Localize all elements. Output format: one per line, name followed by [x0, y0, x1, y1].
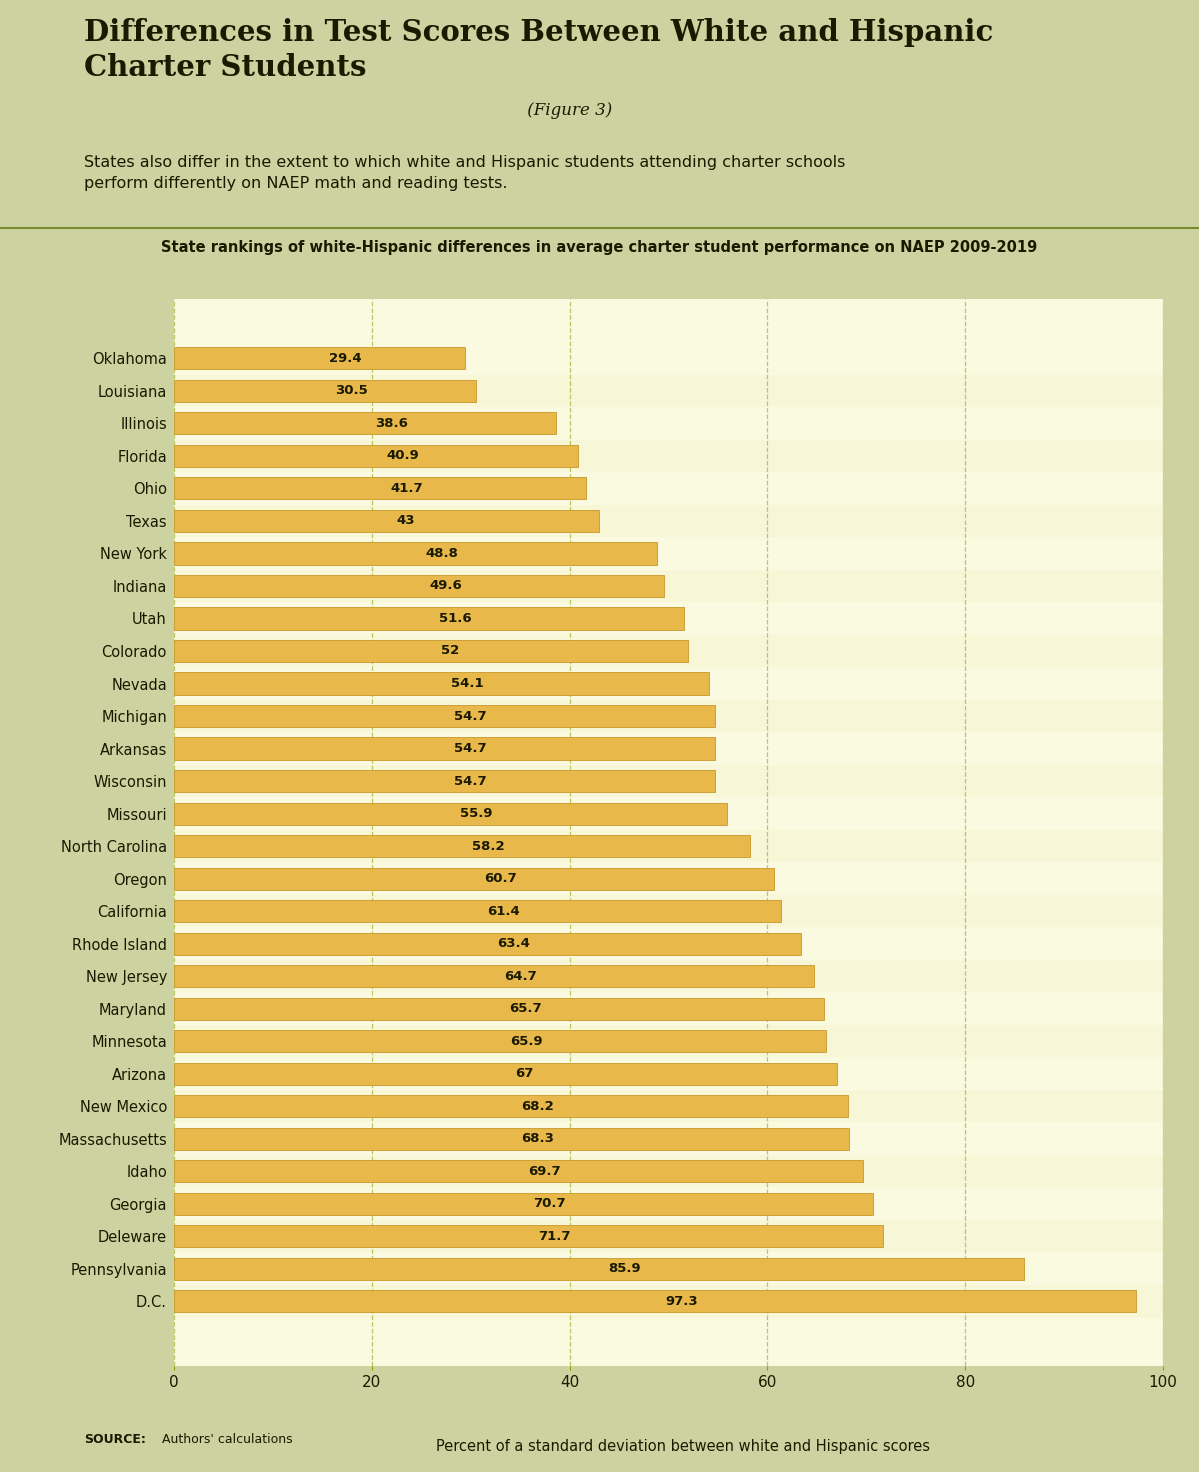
Text: 30.5: 30.5	[335, 384, 367, 397]
Bar	[174, 1289, 1137, 1313]
Bar	[174, 412, 555, 434]
Bar	[174, 673, 709, 695]
Bar	[174, 966, 814, 988]
Bar	[174, 1257, 1024, 1279]
Text: 54.7: 54.7	[454, 742, 487, 755]
Text: 63.4: 63.4	[498, 938, 530, 949]
Text: 41.7: 41.7	[390, 481, 422, 495]
Bar	[174, 440, 1163, 473]
Bar	[174, 634, 1163, 667]
Bar	[174, 899, 782, 921]
Bar	[174, 933, 801, 955]
Bar	[174, 640, 688, 662]
Bar	[174, 1225, 884, 1247]
Bar	[174, 895, 1163, 927]
Bar	[174, 445, 578, 467]
Bar	[174, 802, 727, 824]
Bar	[174, 835, 749, 857]
Text: 29.4: 29.4	[330, 352, 362, 365]
Bar	[174, 1220, 1163, 1253]
Bar	[174, 347, 465, 369]
Text: 97.3: 97.3	[665, 1295, 698, 1307]
Text: 85.9: 85.9	[609, 1262, 641, 1275]
Text: 70.7: 70.7	[534, 1197, 566, 1210]
Text: 60.7: 60.7	[484, 871, 517, 885]
Bar	[174, 699, 1163, 732]
Text: 71.7: 71.7	[538, 1229, 571, 1242]
Text: 69.7: 69.7	[529, 1164, 561, 1178]
Text: 58.2: 58.2	[471, 839, 505, 852]
Bar	[174, 830, 1163, 863]
Text: State rankings of white-Hispanic differences in average charter student performa: State rankings of white-Hispanic differe…	[162, 240, 1037, 255]
Bar	[174, 380, 476, 402]
Bar	[174, 505, 1163, 537]
Bar	[174, 1192, 873, 1214]
Text: Percent of a standard deviation between white and Hispanic scores: Percent of a standard deviation between …	[436, 1440, 930, 1454]
Bar	[174, 1095, 849, 1117]
Text: 40.9: 40.9	[386, 449, 418, 462]
Bar	[174, 509, 600, 531]
Text: 68.2: 68.2	[522, 1100, 554, 1113]
Text: 64.7: 64.7	[504, 970, 536, 983]
Bar	[174, 570, 1163, 602]
Text: 68.3: 68.3	[522, 1132, 554, 1145]
Text: 54.1: 54.1	[451, 677, 484, 690]
Text: 65.7: 65.7	[508, 1002, 541, 1016]
Bar	[174, 1063, 837, 1085]
Text: 43: 43	[397, 514, 415, 527]
Text: 52: 52	[441, 645, 459, 658]
Bar	[174, 608, 685, 630]
Text: Differences in Test Scores Between White and Hispanic
Charter Students: Differences in Test Scores Between White…	[84, 18, 993, 82]
Text: SOURCE:: SOURCE:	[84, 1432, 146, 1446]
Bar	[174, 867, 775, 889]
Bar	[174, 576, 664, 598]
Text: 61.4: 61.4	[488, 905, 520, 917]
Bar	[174, 1128, 849, 1150]
Bar	[174, 375, 1163, 408]
Bar	[174, 1285, 1163, 1317]
Bar	[174, 1160, 863, 1182]
Text: 38.6: 38.6	[374, 417, 408, 430]
Text: 55.9: 55.9	[460, 807, 493, 820]
Text: 49.6: 49.6	[429, 580, 462, 592]
Bar	[174, 1025, 1163, 1057]
Bar	[174, 542, 657, 564]
Bar	[174, 705, 715, 727]
Bar	[174, 998, 824, 1020]
Text: Authors' calculations: Authors' calculations	[158, 1432, 293, 1446]
Bar	[174, 1156, 1163, 1188]
Bar	[174, 1089, 1163, 1123]
Bar	[174, 770, 715, 792]
Text: 51.6: 51.6	[439, 612, 471, 626]
Text: 65.9: 65.9	[510, 1035, 542, 1048]
Bar	[174, 737, 715, 760]
Text: 48.8: 48.8	[426, 548, 458, 559]
Bar	[174, 960, 1163, 992]
Bar	[174, 477, 586, 499]
Bar	[174, 765, 1163, 798]
Text: 67: 67	[516, 1067, 534, 1080]
Text: States also differ in the extent to which white and Hispanic students attending : States also differ in the extent to whic…	[84, 155, 845, 190]
Bar	[174, 1030, 826, 1052]
Text: (Figure 3): (Figure 3)	[522, 102, 611, 119]
Text: 54.7: 54.7	[454, 710, 487, 723]
Text: 54.7: 54.7	[454, 774, 487, 788]
